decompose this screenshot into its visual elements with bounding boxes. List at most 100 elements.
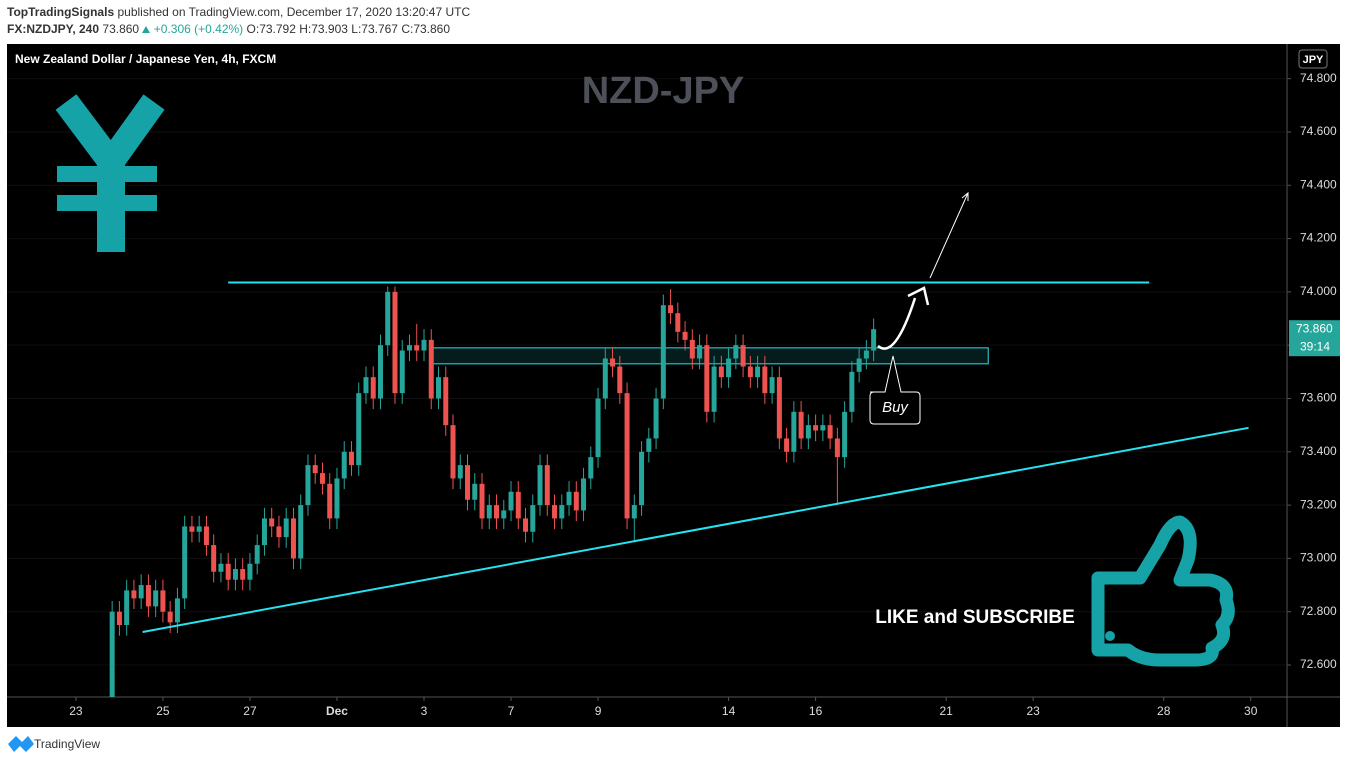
y-tick-label: 74.200 (1300, 231, 1337, 245)
cta-text: LIKE and SUBSCRIBE (875, 607, 1075, 628)
candle-body (595, 398, 601, 458)
candle-body (174, 598, 180, 623)
candle-body (559, 505, 565, 519)
candle-body (863, 350, 869, 359)
curve-arrow (877, 297, 917, 350)
candle-body (341, 451, 347, 479)
candle-body (370, 377, 376, 399)
candle-body (240, 569, 246, 580)
candle-body (145, 585, 151, 607)
candle-body (813, 425, 819, 431)
candle-body (704, 345, 710, 412)
candle-body (377, 345, 383, 399)
x-tick-label: 14 (722, 704, 736, 718)
candle-body (334, 478, 340, 519)
x-tick-label: 27 (243, 704, 257, 718)
x-tick-label: 21 (939, 704, 953, 718)
candle-body (856, 358, 862, 372)
trend-line (142, 426, 1249, 633)
candle-body (660, 305, 666, 399)
candle-body (290, 518, 296, 559)
candle-body (668, 305, 674, 314)
buy-callout (869, 355, 921, 425)
candle-body (392, 291, 398, 394)
y-tick-label: 73.000 (1300, 551, 1337, 565)
candle-body (689, 339, 695, 359)
x-tick-label: 30 (1244, 704, 1258, 718)
candle-body (356, 393, 362, 466)
candle-body (131, 590, 137, 599)
candle-body (682, 331, 688, 340)
candle-body (639, 451, 645, 506)
footer-brand: TradingView (34, 737, 100, 751)
x-tick-label: 25 (156, 704, 170, 718)
candle-body (515, 491, 521, 519)
author: TopTradingSignals (7, 5, 115, 19)
candle-body (653, 398, 659, 439)
up-arrow (142, 26, 151, 33)
published: published on TradingView.com, December 1… (117, 5, 471, 19)
y-tick-label: 72.800 (1300, 604, 1337, 618)
candle-body (494, 505, 500, 519)
candle-body (436, 377, 442, 399)
candle-body (631, 505, 637, 519)
candle-body (523, 518, 529, 532)
candle-body (769, 377, 775, 394)
y-tick-label: 74.000 (1300, 284, 1337, 298)
candle-body (740, 345, 746, 367)
candle-body (261, 518, 267, 546)
candle-body (733, 345, 739, 359)
candle-body (755, 366, 761, 378)
x-tick-label: Dec (326, 704, 348, 718)
publish-line: TopTradingSignals published on TradingVi… (7, 5, 470, 19)
candle-body (203, 526, 209, 546)
straight-arrow-head (961, 191, 969, 201)
candle-body (109, 611, 115, 697)
candle-body (406, 345, 412, 351)
candle-body (791, 411, 797, 452)
last-price-tag (1289, 320, 1340, 357)
candle-body (697, 345, 703, 359)
candle-body (153, 590, 159, 607)
yen-icon (55, 94, 165, 252)
candle-body (573, 491, 579, 511)
candle-body (305, 465, 311, 506)
symbol: FX:NZDJPY, 240 (7, 22, 100, 36)
x-tick-label: 23 (69, 704, 83, 718)
candle-body (218, 563, 224, 572)
y-tick-label: 74.800 (1300, 71, 1337, 85)
candle-body (182, 526, 188, 599)
candle-body (798, 411, 804, 439)
candle-body (508, 491, 514, 511)
zone (431, 347, 989, 365)
y-tick-label: 74.400 (1300, 177, 1337, 191)
candle-body (196, 526, 202, 532)
candle-body (160, 590, 166, 612)
candle-body (501, 510, 507, 519)
grid (7, 78, 1291, 701)
candle-body (624, 393, 630, 519)
chart-background (7, 44, 1340, 727)
candle-body (399, 350, 405, 394)
candle-body (189, 526, 195, 532)
x-tick-label: 23 (1026, 704, 1040, 718)
straight-arrow (929, 192, 969, 279)
candle-body (385, 291, 391, 346)
candle-body (421, 339, 427, 351)
candle-body (116, 611, 122, 626)
candle-body (450, 425, 456, 479)
candle-body (276, 526, 282, 538)
candle-body (762, 366, 768, 394)
candle-body (457, 465, 463, 479)
candle-body (711, 366, 717, 412)
y-tick-label: 73.400 (1300, 444, 1337, 458)
candle-body (428, 339, 434, 399)
candle-body (617, 366, 623, 394)
symbol-line: FX:NZDJPY, 240 73.860 +0.306 (+0.42%) O:… (7, 22, 450, 36)
candle-body (820, 425, 826, 431)
candle-body (254, 545, 260, 564)
candle-body (588, 457, 594, 479)
candle-body (414, 345, 420, 351)
